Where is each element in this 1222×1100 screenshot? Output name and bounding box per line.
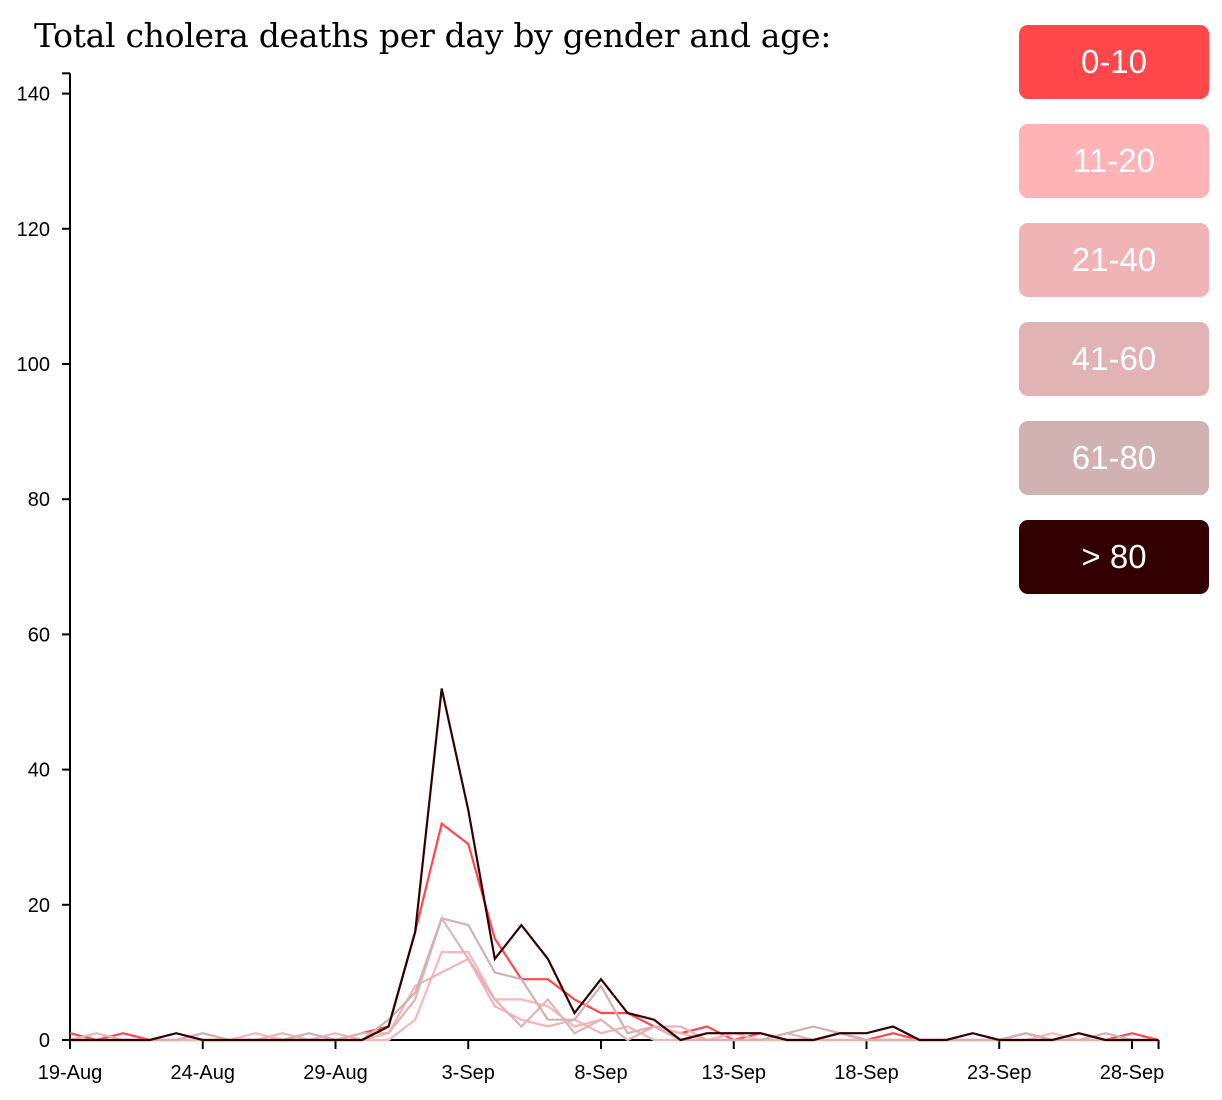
x-axis: 19-Aug 24-Aug 29-Aug 3-Sep 8-Sep 13-Sep 18-Sep… (38, 1039, 1165, 1084)
legend-button[interactable]: 11-20 (1019, 124, 1209, 198)
y-tick-label: 20 (28, 895, 50, 917)
series-line-61-80 (70, 916, 1159, 1042)
x-tick-label: 3-Sep (442, 1062, 495, 1084)
legend: 0-10 11-20 21-40 41-60 61-80 > 80 (1019, 25, 1209, 619)
y-axis: 0 20 40 60 80 100 120 140 (17, 72, 71, 1052)
y-tick-label: 60 (28, 624, 50, 646)
chart-title: Total cholera deaths per day by gender a… (34, 16, 832, 55)
series-line-21-40 (69, 957, 1159, 1042)
legend-button[interactable]: 61-80 (1019, 421, 1209, 495)
y-tick-label: 0 (39, 1030, 50, 1052)
y-tick-label: 140 (17, 84, 50, 106)
legend-button[interactable]: 0-10 (1019, 25, 1209, 99)
y-tick-label: 80 (28, 489, 50, 511)
x-tick-label: 23-Sep (967, 1062, 1032, 1084)
series-lines (69, 688, 1159, 1042)
legend-button[interactable]: > 80 (1019, 520, 1209, 594)
x-tick-label: 13-Sep (702, 1062, 767, 1084)
legend-button[interactable]: 21-40 (1019, 223, 1209, 297)
y-tick-label: 120 (17, 219, 50, 241)
x-tick-label: 18-Sep (834, 1062, 899, 1084)
series-line-41-60 (70, 915, 1159, 1042)
x-tick-label: 29-Aug (303, 1062, 368, 1084)
legend-button[interactable]: 41-60 (1019, 322, 1209, 396)
x-tick-label: 8-Sep (574, 1062, 627, 1084)
x-tick-label: 24-Aug (171, 1062, 236, 1084)
series-line-80 (70, 688, 1159, 1042)
y-tick-label: 100 (17, 354, 50, 376)
x-tick-label: 28-Sep (1100, 1062, 1165, 1084)
y-tick-label: 40 (28, 760, 50, 782)
x-tick-label: 19-Aug (38, 1062, 103, 1084)
